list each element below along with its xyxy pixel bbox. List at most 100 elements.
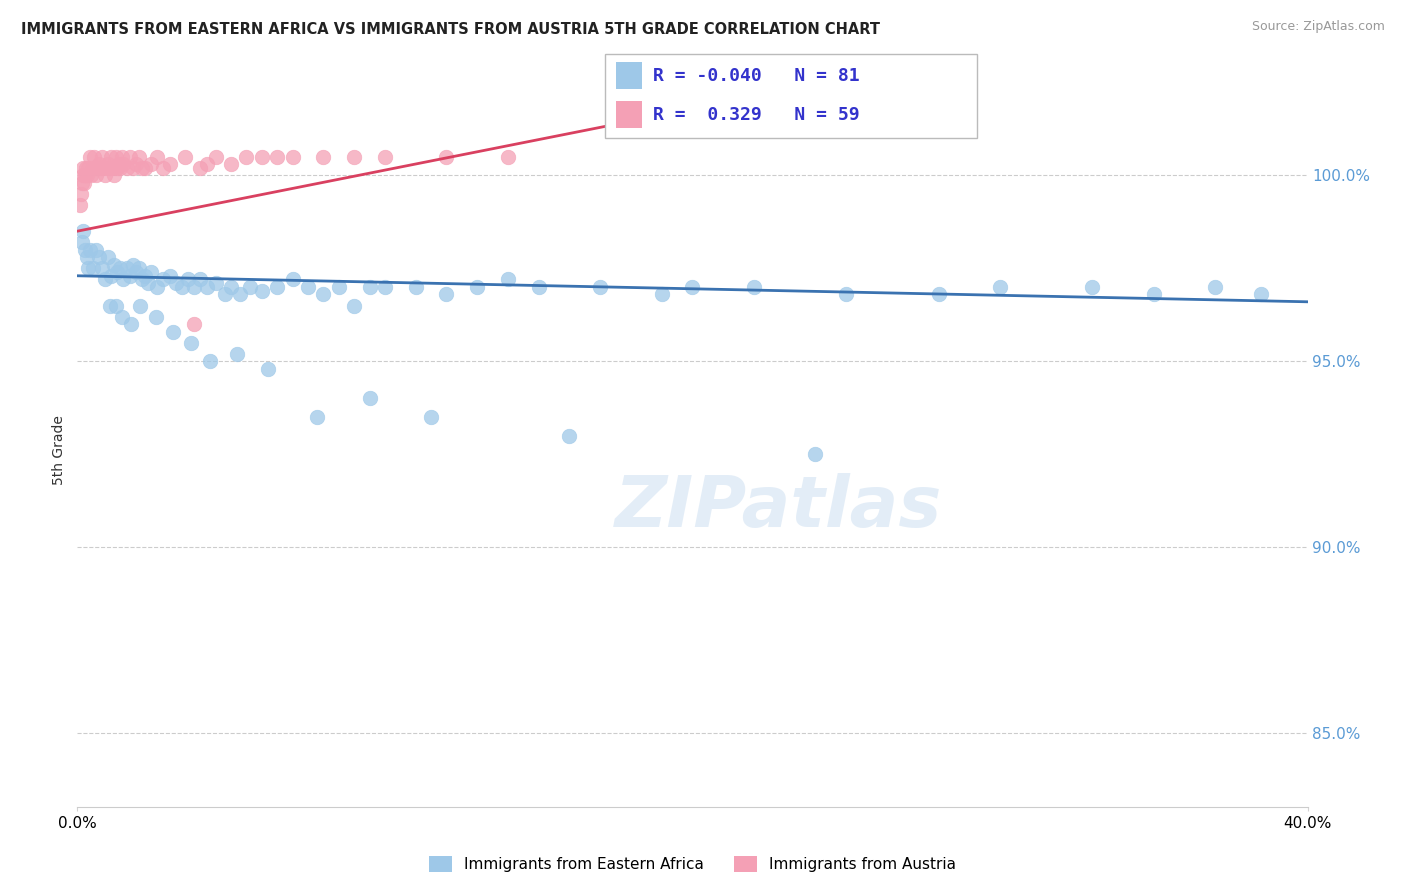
Point [82, 161, 104, 175]
Point [73, 243, 96, 257]
Point [77, 161, 100, 175]
Point [188, 161, 212, 175]
Point [239, 280, 262, 294]
Point [86, 161, 108, 175]
Point [105, 161, 128, 175]
Point [374, 280, 396, 294]
Point [98, 299, 121, 313]
Point [312, 150, 335, 164]
Point [1143, 287, 1166, 301]
Point [87, 157, 110, 171]
Point [297, 280, 319, 294]
Point [359, 280, 381, 294]
Point [141, 157, 163, 171]
Point [219, 157, 242, 171]
Point [436, 287, 458, 301]
Point [90, 261, 114, 276]
Point [79, 243, 101, 257]
Point [343, 150, 366, 164]
Point [112, 272, 135, 286]
Point [87, 250, 110, 264]
Point [110, 161, 132, 175]
Point [159, 268, 181, 283]
Point [111, 150, 134, 164]
Point [76, 250, 98, 264]
Point [162, 325, 184, 339]
Point [79, 150, 101, 164]
Y-axis label: 5th Grade: 5th Grade [52, 416, 66, 485]
Point [125, 157, 148, 171]
Point [69, 198, 91, 212]
Point [103, 258, 125, 272]
Point [121, 161, 143, 175]
Point [112, 157, 135, 171]
Point [250, 284, 273, 298]
Point [108, 157, 131, 171]
Point [145, 310, 167, 324]
Point [465, 280, 488, 294]
Point [70, 176, 93, 190]
Point [180, 335, 202, 350]
Point [651, 287, 673, 301]
Point [136, 277, 159, 291]
Point [266, 150, 288, 164]
Bar [616, 62, 643, 89]
Point [436, 150, 458, 164]
Point [94, 272, 117, 286]
Point [527, 280, 550, 294]
Point [141, 265, 163, 279]
Point [128, 261, 150, 276]
Point [177, 272, 200, 286]
Point [103, 169, 125, 183]
Point [90, 150, 114, 164]
Point [72, 161, 94, 175]
Point [226, 347, 249, 361]
Point [312, 287, 335, 301]
Point [70, 187, 93, 202]
Point [165, 277, 187, 291]
Point [131, 272, 153, 286]
Point [281, 272, 304, 286]
Point [77, 261, 100, 276]
Point [257, 361, 280, 376]
Point [115, 261, 138, 276]
Point [89, 161, 111, 175]
Point [183, 280, 205, 294]
Point [73, 176, 96, 190]
Point [742, 280, 765, 294]
Point [281, 150, 304, 164]
Point [235, 150, 257, 164]
Point [152, 272, 174, 286]
Point [70, 235, 93, 250]
Point [76, 169, 98, 183]
Point [1081, 280, 1104, 294]
Point [266, 280, 288, 294]
Point [183, 317, 205, 331]
Point [374, 150, 396, 164]
Point [84, 169, 107, 183]
Point [835, 287, 858, 301]
Point [115, 161, 138, 175]
Point [80, 169, 103, 183]
Point [170, 280, 193, 294]
Point [152, 161, 174, 175]
Text: ZIPatlas: ZIPatlas [614, 473, 942, 542]
Point [804, 447, 827, 461]
Point [229, 287, 252, 301]
Text: IMMIGRANTS FROM EASTERN AFRICA VS IMMIGRANTS FROM AUSTRIA 5TH GRADE CORRELATION : IMMIGRANTS FROM EASTERN AFRICA VS IMMIGR… [21, 22, 880, 37]
Point [496, 272, 519, 286]
Point [159, 157, 181, 171]
Point [219, 280, 242, 294]
Point [359, 392, 381, 406]
Point [83, 150, 105, 164]
Point [96, 161, 118, 175]
Point [72, 169, 94, 183]
Text: R =  0.329   N = 59: R = 0.329 N = 59 [652, 105, 859, 123]
Point [405, 280, 427, 294]
Point [1204, 280, 1226, 294]
Point [134, 268, 156, 283]
Point [496, 150, 519, 164]
Point [118, 268, 141, 283]
Point [94, 169, 117, 183]
Point [134, 161, 156, 175]
